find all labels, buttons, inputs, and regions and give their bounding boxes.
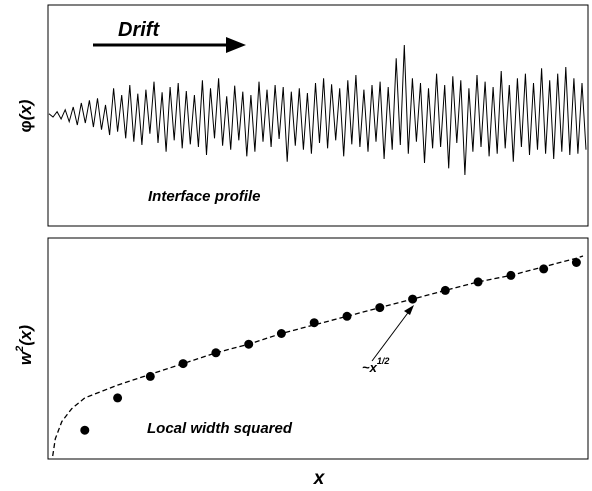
width-ylabel-arg: (x): [16, 325, 35, 346]
profile-frame: [47, 4, 589, 227]
data-point: [375, 303, 385, 313]
width-annotation: Local width squared: [147, 420, 293, 437]
width-ylabel-main: w: [16, 350, 35, 365]
profile-line: [48, 44, 587, 176]
data-point: [145, 371, 155, 381]
data-point: [211, 348, 221, 358]
data-point: [506, 270, 516, 280]
width-ylabel-sup: 2: [14, 346, 26, 353]
profile-ylabel: φ(x): [16, 99, 35, 132]
data-point: [276, 329, 286, 338]
data-point: [539, 264, 549, 274]
width-panel: ~x1/2 Local width squared w2(x) x: [14, 237, 589, 489]
fit-pointer-arrow: [371, 305, 414, 362]
fit-label: ~x1/2: [362, 356, 389, 375]
width-points: [80, 258, 581, 435]
fit-label-main: ~x: [362, 360, 378, 375]
profile-annotation: Interface profile: [148, 188, 261, 205]
fit-curve: [52, 255, 584, 457]
data-point: [408, 294, 418, 304]
data-point: [178, 359, 188, 369]
width-ylabel: w2(x): [14, 325, 35, 365]
data-point: [473, 277, 483, 287]
width-frame: [47, 237, 589, 460]
data-point: [571, 258, 581, 267]
data-point: [342, 311, 352, 321]
fit-label-sup: 1/2: [377, 356, 390, 366]
data-point: [440, 285, 450, 295]
profile-panel: Drift Interface profile φ(x): [16, 4, 589, 227]
x-axis-label: x: [313, 468, 326, 489]
profile-ylabel-symbol: φ: [16, 120, 35, 132]
data-point: [244, 339, 254, 349]
drift-arrow: [93, 37, 246, 53]
profile-series: [48, 44, 587, 176]
data-point: [113, 393, 123, 403]
drift-label: Drift: [118, 19, 160, 41]
data-point: [309, 318, 319, 328]
data-point: [80, 425, 90, 435]
profile-ylabel-arg: (x): [16, 99, 35, 120]
